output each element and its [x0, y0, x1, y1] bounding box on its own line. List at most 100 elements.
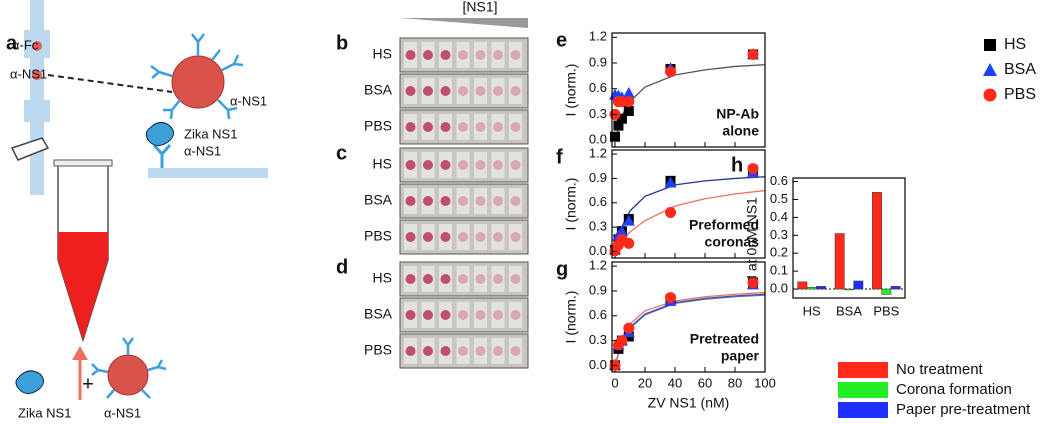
row-label: BSA — [364, 306, 393, 322]
strip-spot — [405, 232, 416, 242]
legend-label: Paper pre-treatment — [896, 401, 1031, 418]
paper-surface — [148, 168, 268, 178]
point — [623, 237, 635, 249]
ns1 — [145, 122, 174, 146]
strip-spot — [510, 232, 521, 242]
strip-spot — [493, 122, 503, 132]
y-tick-label: 0.0 — [770, 280, 788, 295]
x-tick-label: 0 — [611, 375, 618, 390]
strip-spot — [423, 86, 433, 96]
strip-spot — [440, 346, 451, 356]
panel-label: g — [556, 258, 568, 280]
legend-label: No treatment — [896, 361, 984, 378]
strip-spot — [405, 160, 416, 170]
paper-strip — [30, 0, 44, 195]
y-tick-label: 0.0 — [589, 357, 607, 372]
strip-spot — [475, 274, 486, 284]
strip-spot — [405, 310, 416, 320]
point — [613, 120, 624, 131]
strip-spot — [475, 232, 486, 242]
y-axis-label: I at 0nM NS1 — [744, 197, 760, 279]
point — [747, 163, 759, 175]
bar — [872, 192, 882, 290]
legend-swatch — [838, 402, 888, 418]
y-axis-label: I (norm.) — [563, 291, 579, 344]
strip-spot — [493, 232, 503, 242]
row-label: HS — [373, 46, 392, 62]
y-tick-label: 0.5 — [770, 191, 788, 206]
capture-antibody — [152, 144, 172, 168]
row-label: PBS — [364, 118, 392, 134]
strip-spot — [493, 50, 503, 60]
bar — [816, 286, 826, 290]
annotation: Preformed — [689, 217, 759, 233]
plus: + — [82, 373, 94, 395]
y-tick-label: 0.6 — [589, 194, 607, 209]
legend-marker — [984, 39, 996, 51]
fit-line — [614, 291, 766, 366]
bar — [881, 288, 892, 295]
strip-spot — [405, 122, 416, 132]
strip-spot — [405, 50, 416, 60]
x-tick-label: 80 — [728, 375, 742, 390]
np-label: α-NS1 — [230, 93, 267, 108]
strip-pad — [24, 100, 50, 122]
strip-spot — [458, 86, 468, 96]
strip-spot — [458, 50, 468, 60]
y-tick-label: 0.9 — [589, 54, 607, 69]
legend-marker — [983, 88, 997, 102]
strip-spot — [475, 310, 486, 320]
bar — [853, 280, 864, 290]
strip-spot — [510, 310, 521, 320]
strip-spot — [510, 160, 521, 170]
spot — [32, 70, 42, 80]
x-tick-label: BSA — [836, 303, 862, 318]
row-label: HS — [373, 270, 392, 286]
y-tick-label: 0.3 — [589, 219, 607, 234]
panel-label: e — [556, 29, 567, 51]
y-tick-label: 0.0 — [589, 243, 607, 258]
y-axis-label: I (norm.) — [563, 64, 579, 117]
strip-spot — [510, 274, 521, 284]
annotation: alone — [722, 123, 759, 139]
point — [623, 96, 635, 108]
y-tick-label: 0.0 — [589, 132, 607, 147]
x-tick-label: 40 — [668, 375, 682, 390]
plot-frame — [611, 149, 766, 259]
strip-spot — [510, 86, 521, 96]
bar — [834, 233, 845, 290]
strip-spot — [423, 122, 433, 132]
point — [623, 322, 635, 334]
strip-spot — [458, 346, 468, 356]
strip-spot — [440, 196, 451, 206]
strip-spot — [510, 50, 521, 60]
strip-spot — [475, 346, 486, 356]
x-tick-label: PBS — [873, 303, 899, 318]
strip-spot — [423, 346, 433, 356]
panel-label: a — [6, 32, 18, 54]
strip-spot — [440, 160, 451, 170]
y-tick-label: 0.6 — [770, 173, 788, 188]
spot — [32, 41, 42, 51]
strip-spot — [405, 346, 416, 356]
annotation: Pretreated — [690, 331, 759, 347]
panel-label: h — [731, 154, 743, 176]
bar — [844, 288, 854, 291]
y-tick-label: 0.4 — [770, 209, 788, 224]
point — [616, 113, 627, 124]
x-axis-label: ZV NS1 (nM) — [648, 395, 730, 411]
tube — [10, 137, 113, 343]
strip-spot — [493, 86, 503, 96]
point — [616, 335, 628, 347]
row-label: PBS — [364, 228, 392, 244]
point — [615, 225, 628, 237]
point — [610, 131, 620, 142]
strip-spot — [440, 50, 451, 60]
x-tick-label: HS — [803, 303, 821, 318]
antibodies — [150, 33, 244, 120]
row-label: PBS — [364, 342, 392, 358]
strip-spot — [510, 346, 521, 356]
y-tick-label: 0.6 — [589, 307, 607, 322]
gradient-label: [NS1] — [462, 0, 497, 15]
strip-spot — [423, 310, 433, 320]
